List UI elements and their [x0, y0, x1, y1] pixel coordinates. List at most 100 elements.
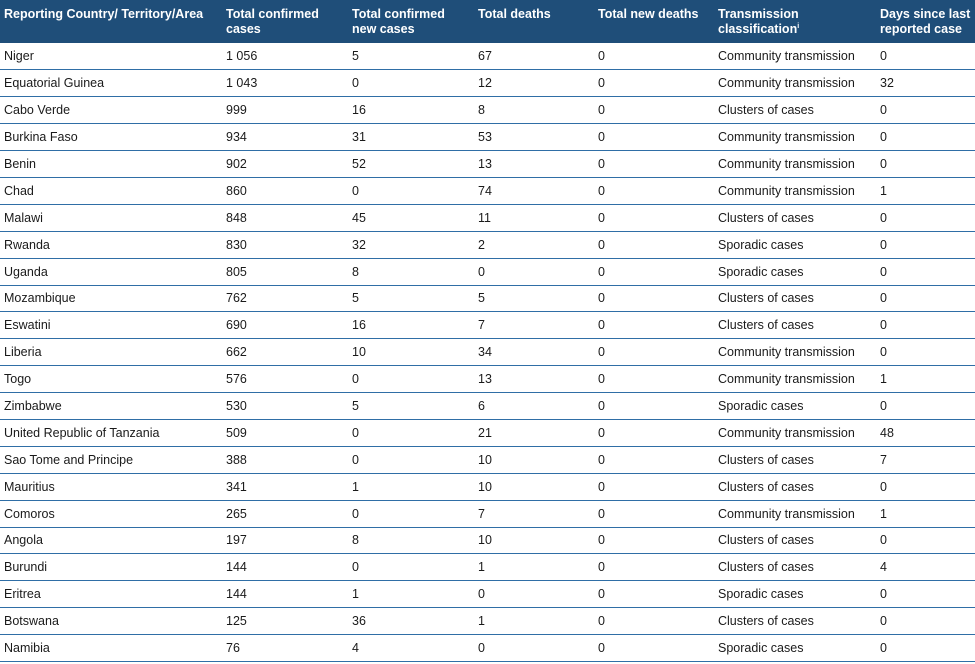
cell-total-deaths: 10 [474, 473, 594, 501]
header-total-deaths: Total deaths [474, 0, 594, 43]
cell-country: Chad [0, 177, 222, 205]
table-row: Malawi 848 45 11 0 Clusters of cases 0 [0, 204, 975, 232]
cell-transmission: Clusters of cases [714, 285, 876, 313]
cell-new-deaths: 0 [594, 634, 714, 662]
cell-new-deaths: 0 [594, 311, 714, 340]
cell-total-cases: 690 [222, 311, 348, 340]
cell-country: Eritrea [0, 580, 222, 609]
cell-new-deaths: 0 [594, 285, 714, 313]
cell-new-deaths: 0 [594, 204, 714, 232]
cell-country: Sao Tome and Principe [0, 446, 222, 474]
cell-total-deaths: 7 [474, 311, 594, 340]
cell-days-since: 0 [876, 43, 975, 71]
cell-days-since: 0 [876, 392, 975, 420]
cell-transmission: Sporadic cases [714, 580, 876, 609]
cell-new-cases: 4 [348, 634, 474, 662]
cell-total-cases: 76 [222, 634, 348, 662]
cell-transmission: Clusters of cases [714, 607, 876, 636]
table-row: Botswana 125 36 1 0 Clusters of cases 0 [0, 607, 975, 636]
cell-country: United Republic of Tanzania [0, 419, 222, 447]
cell-new-deaths: 0 [594, 96, 714, 125]
cell-new-deaths: 0 [594, 231, 714, 259]
cell-transmission: Community transmission [714, 69, 876, 98]
cell-total-cases: 1 043 [222, 69, 348, 98]
cell-days-since: 0 [876, 338, 975, 367]
cell-country: Mozambique [0, 285, 222, 313]
table-row: Uganda 805 8 0 0 Sporadic cases 0 [0, 258, 975, 286]
cell-transmission: Clusters of cases [714, 553, 876, 582]
table-row: Zimbabwe 530 5 6 0 Sporadic cases 0 [0, 392, 975, 420]
table-row: Mauritius 341 1 10 0 Clusters of cases 0 [0, 473, 975, 501]
cell-country: Cabo Verde [0, 96, 222, 125]
table-row: Angola 197 8 10 0 Clusters of cases 0 [0, 527, 975, 555]
cell-transmission: Community transmission [714, 123, 876, 152]
cell-transmission: Community transmission [714, 150, 876, 178]
cell-total-deaths: 2 [474, 231, 594, 259]
table-row: Eritrea 144 1 0 0 Sporadic cases 0 [0, 580, 975, 609]
cell-country: Namibia [0, 634, 222, 662]
table-row: Eswatini 690 16 7 0 Clusters of cases 0 [0, 311, 975, 340]
table-row: Comoros 265 0 7 0 Community transmission 1 [0, 500, 975, 528]
cell-country: Rwanda [0, 231, 222, 259]
cell-new-cases: 5 [348, 285, 474, 313]
cell-total-deaths: 13 [474, 150, 594, 178]
cell-country: Comoros [0, 500, 222, 528]
cell-total-cases: 934 [222, 123, 348, 152]
cell-total-cases: 999 [222, 96, 348, 125]
cell-new-deaths: 0 [594, 43, 714, 71]
table-row: Burundi 144 0 1 0 Clusters of cases 4 [0, 553, 975, 582]
cell-total-deaths: 10 [474, 527, 594, 555]
cell-new-deaths: 0 [594, 607, 714, 636]
cell-total-cases: 848 [222, 204, 348, 232]
cell-new-deaths: 0 [594, 500, 714, 528]
cell-days-since: 1 [876, 500, 975, 528]
cell-country: Burkina Faso [0, 123, 222, 152]
cell-new-deaths: 0 [594, 150, 714, 178]
cell-transmission: Sporadic cases [714, 392, 876, 420]
cell-new-cases: 31 [348, 123, 474, 152]
cell-country: Togo [0, 365, 222, 394]
cell-transmission: Community transmission [714, 43, 876, 71]
cell-days-since: 0 [876, 123, 975, 152]
cell-total-deaths: 34 [474, 338, 594, 367]
cell-new-deaths: 0 [594, 338, 714, 367]
cell-new-deaths: 0 [594, 365, 714, 394]
cell-country: Uganda [0, 258, 222, 286]
header-transmission: Transmission classificationi [714, 0, 876, 43]
cell-transmission: Community transmission [714, 365, 876, 394]
cell-days-since: 0 [876, 204, 975, 232]
cell-new-cases: 0 [348, 69, 474, 98]
cell-new-deaths: 0 [594, 123, 714, 152]
cell-days-since: 0 [876, 150, 975, 178]
cell-transmission: Clusters of cases [714, 96, 876, 125]
cell-total-deaths: 53 [474, 123, 594, 152]
cell-total-cases: 530 [222, 392, 348, 420]
cell-days-since: 1 [876, 365, 975, 394]
cell-country: Niger [0, 43, 222, 71]
cell-days-since: 4 [876, 553, 975, 582]
header-total-cases: Total confirmed cases [222, 0, 348, 43]
cell-new-deaths: 0 [594, 446, 714, 474]
header-days-since: Days since last reported case [876, 0, 975, 43]
cell-total-cases: 830 [222, 231, 348, 259]
cell-total-deaths: 21 [474, 419, 594, 447]
cell-new-cases: 0 [348, 365, 474, 394]
table-row: Liberia 662 10 34 0 Community transmission 0 [0, 338, 975, 367]
cell-transmission: Sporadic cases [714, 634, 876, 662]
cell-total-deaths: 12 [474, 69, 594, 98]
cell-new-cases: 16 [348, 96, 474, 125]
cell-new-deaths: 0 [594, 473, 714, 501]
cell-country: Benin [0, 150, 222, 178]
cell-transmission: Clusters of cases [714, 527, 876, 555]
footnote-marker: i [797, 22, 800, 30]
cell-new-deaths: 0 [594, 553, 714, 582]
table-row: Mozambique 762 5 5 0 Clusters of cases 0 [0, 285, 975, 313]
cell-country: Zimbabwe [0, 392, 222, 420]
cell-new-cases: 36 [348, 607, 474, 636]
cell-new-deaths: 0 [594, 258, 714, 286]
cell-total-deaths: 6 [474, 392, 594, 420]
cell-new-cases: 5 [348, 43, 474, 71]
table-row: Burkina Faso 934 31 53 0 Community transmissi… [0, 123, 975, 152]
cell-new-cases: 0 [348, 446, 474, 474]
table-row: Sao Tome and Principe 388 0 10 0 Clusters of … [0, 446, 975, 474]
